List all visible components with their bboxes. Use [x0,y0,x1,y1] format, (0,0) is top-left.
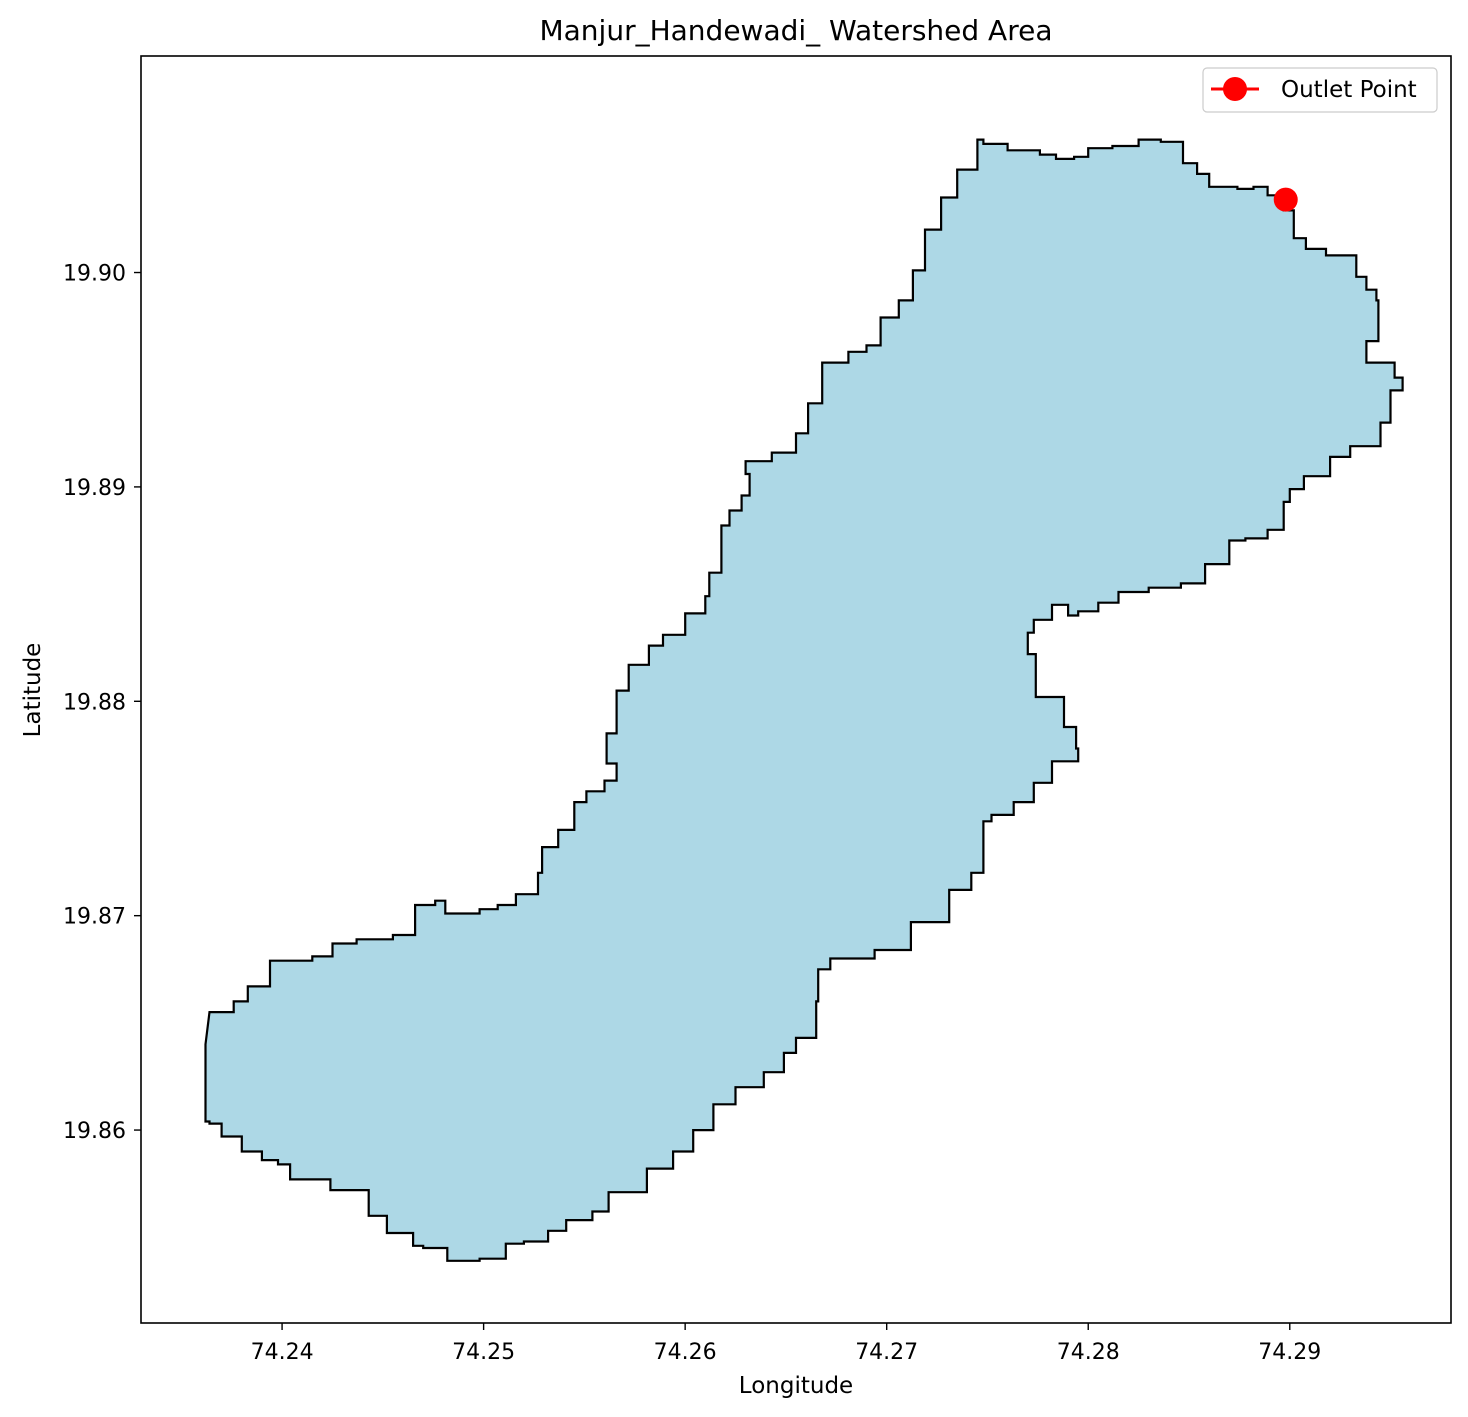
x-tick-label: 74.28 [1057,1340,1120,1365]
x-axis-label: Longitude [739,1373,853,1399]
x-tick-label: 74.27 [855,1340,918,1365]
x-axis-ticks: 74.24 74.25 74.26 74.27 74.28 74.29 [251,1323,1321,1365]
y-axis-ticks: 19.86 19.87 19.88 19.89 19.90 [63,262,141,1144]
y-axis-label: Latitude [20,643,46,738]
plot-frame [140,55,1452,1324]
legend-box [1202,67,1438,113]
x-tick-label: 74.26 [654,1340,717,1365]
chart-title: Manjur_Handewadi_ Watershed Area [539,14,1052,47]
x-tick-label: 74.24 [251,1340,314,1365]
map-layer [204,138,1404,1262]
y-tick-label: 19.87 [63,905,126,930]
x-tick-label: 74.25 [452,1340,515,1365]
legend-label-outlet-point: Outlet Point [1281,77,1417,103]
y-tick-label: 19.89 [63,476,126,501]
legend-marker [1223,77,1247,101]
outlet-point-marker [1273,187,1298,212]
legend: Outlet Point [1202,67,1438,113]
y-tick-label: 19.86 [63,1119,126,1144]
y-tick-label: 19.90 [63,262,126,287]
x-tick-label: 74.29 [1258,1340,1321,1365]
watershed-polygon [204,138,1404,1262]
y-tick-label: 19.88 [63,690,126,715]
